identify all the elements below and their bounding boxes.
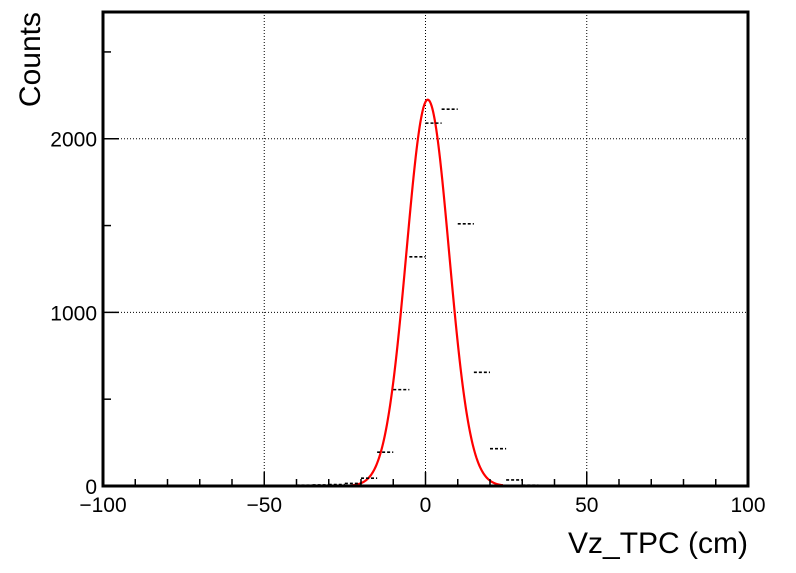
y-tick-label: 0 (85, 476, 97, 499)
axis-ticks (102, 51, 749, 487)
grid-lines (103, 12, 748, 486)
y-tick-label: 1000 (50, 302, 97, 325)
x-tick-label: −100 (79, 494, 126, 517)
x-tick-label: 50 (575, 494, 598, 517)
y-tick-label: 2000 (50, 129, 97, 152)
fit-curve (351, 98, 504, 487)
y-tick-labels: 0 1000 2000 (50, 129, 97, 499)
fit-curve-layer (351, 98, 504, 487)
x-tick-labels: −100 −50 0 50 100 (79, 494, 765, 517)
x-axis-title: Vz_TPC (cm) (568, 527, 748, 560)
y-axis-title: Counts (14, 12, 47, 107)
x-tick-label: 100 (730, 494, 765, 517)
x-tick-label: 0 (420, 494, 432, 517)
x-tick-label: −50 (246, 494, 282, 517)
